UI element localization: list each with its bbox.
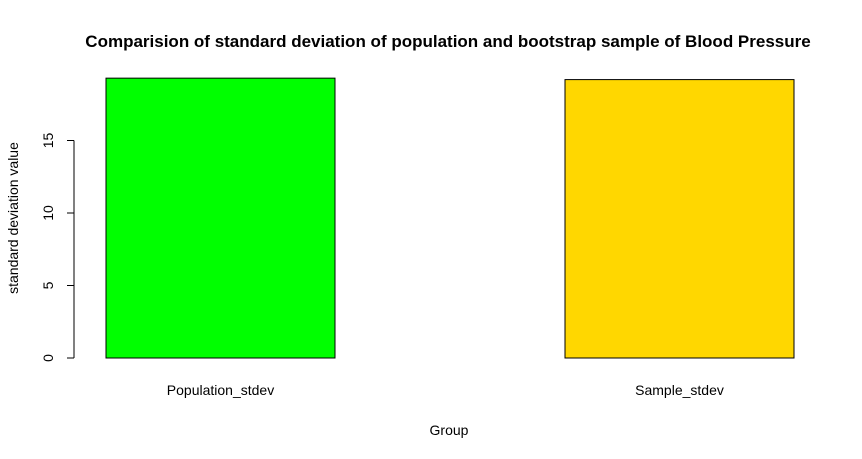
bars-group: [105, 77, 795, 359]
bar-sample-stdev: [564, 79, 795, 359]
x-axis-label: Group: [430, 422, 469, 438]
y-axis: 0 5 10 15: [40, 133, 75, 362]
chart-title: Comparision of standard deviation of pop…: [85, 32, 810, 51]
category-label: Sample_stdev: [635, 382, 724, 398]
bar-population-stdev: [105, 77, 336, 359]
y-axis-label: standard deviation value: [5, 142, 21, 294]
y-tick-label: 5: [40, 281, 56, 289]
y-tick-label: 15: [40, 133, 56, 149]
category-labels: Population_stdev Sample_stdev: [167, 382, 724, 398]
y-tick-label: 10: [40, 205, 56, 221]
category-label: Population_stdev: [167, 382, 274, 398]
y-tick-label: 0: [40, 354, 56, 362]
